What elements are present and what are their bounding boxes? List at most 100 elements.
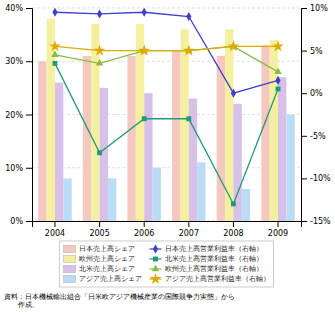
grid-line (32, 167, 301, 168)
marker (183, 44, 195, 55)
tick: 10% (301, 4, 328, 13)
tick-mark (233, 221, 234, 227)
legend-item: アジア売上高シェア (64, 275, 142, 283)
tick-mark (99, 221, 100, 227)
footnote-line: 作成。 (4, 301, 39, 309)
tick-label: -5% (310, 132, 326, 141)
legend-item: 欧州売上高営業利益率（右軸） (150, 265, 263, 274)
legend-swatch (64, 276, 76, 283)
chart-svg: 資料：日本機械輸出組合「日米欧アジア機械産業の国際競争力実態」から 作成。 日本売… (0, 0, 335, 312)
tick-label: 2004 (45, 229, 65, 238)
bar (172, 51, 180, 221)
legend: 日本売上高シェア欧州売上高シェア北米売上高シェアアジア売上高シェア 日本売上高営業… (60, 241, 274, 287)
grid (32, 8, 301, 221)
y-axis: 0%10%20%30%40% (5, 4, 32, 226)
marker (51, 51, 58, 57)
y2-axis: -15% -10% -5% 0% 5% 10% (301, 4, 331, 226)
tick-mark (26, 61, 32, 62)
bar (180, 29, 188, 221)
tick-label: 20% (5, 111, 23, 120)
legend-label: 日本売上高営業利益率（右軸） (165, 245, 263, 253)
bar (286, 115, 294, 222)
marker (275, 76, 280, 85)
tick-mark (301, 136, 307, 137)
bar (38, 61, 46, 221)
bar (144, 93, 152, 221)
legend-marker (150, 273, 162, 284)
bar (63, 178, 71, 221)
tick-mark (301, 221, 307, 222)
tick: 2006 (134, 221, 154, 238)
line-series (52, 8, 280, 98)
tick: 20% (5, 111, 32, 120)
tick-mark (301, 51, 307, 52)
line (55, 46, 278, 72)
marker (53, 61, 58, 66)
legend-marker (153, 257, 158, 262)
tick-label: 2006 (134, 229, 154, 238)
tick-label: 2009 (268, 229, 288, 238)
legend-label: 欧州売上高営業利益率（右軸） (165, 265, 263, 273)
marker (138, 44, 150, 55)
tick: -10% (301, 174, 331, 183)
tick-mark (144, 221, 145, 227)
legend-swatch (64, 266, 76, 273)
legend-label: 欧州売上高シェア (79, 255, 135, 263)
tick-mark (26, 221, 32, 222)
footnote-line: 資料：日本機械輸出組合「日米欧アジア機械産業の国際競争力実態」から (4, 293, 235, 301)
tick: -15% (301, 217, 331, 226)
tick-mark (54, 221, 55, 227)
marker (276, 86, 281, 91)
legend-item: 日本売上高シェア (64, 245, 135, 253)
bar (108, 178, 116, 221)
marker (94, 44, 106, 55)
tick: 0% (301, 89, 323, 98)
legend-label: 北米売上高シェア (79, 265, 135, 273)
marker (142, 8, 147, 17)
tick-label: 0% (310, 89, 323, 98)
marker (231, 89, 236, 98)
tick-mark (188, 221, 189, 227)
bar-series (47, 19, 278, 221)
footnote: 資料：日本機械輸出組合「日米欧アジア機械産業の国際競争力実態」から 作成。 (4, 293, 235, 309)
line (55, 12, 278, 93)
line-series (51, 42, 281, 74)
bar (261, 45, 269, 221)
tick-label: 2005 (89, 229, 109, 238)
legend-label: アジア売上高営業利益率（右軸） (165, 275, 270, 283)
legend-label: アジア売上高シェア (79, 275, 142, 283)
tick: 2007 (179, 221, 199, 238)
marker (97, 150, 102, 155)
x-axis: 200420052006200720082009 (33, 221, 302, 238)
tick-mark (301, 8, 307, 9)
tick-label: 40% (5, 4, 23, 13)
bar (197, 162, 205, 221)
marker (274, 68, 281, 74)
tick-mark (26, 168, 32, 169)
marker (97, 9, 102, 18)
marker (52, 8, 57, 17)
legend-swatch (64, 246, 76, 253)
marker (186, 116, 191, 121)
line-series (53, 61, 281, 206)
chart-container: 資料：日本機械輸出組合「日米欧アジア機械産業の国際競争力実態」から 作成。 日本売… (0, 0, 335, 312)
legend-item: 北米売上高シェア (64, 265, 135, 273)
bar (225, 29, 233, 221)
grid-line (32, 114, 301, 115)
line (55, 46, 278, 50)
legend-label: 北米売上高営業利益率（右軸） (165, 255, 263, 263)
tick: -5% (301, 132, 326, 141)
bar (278, 77, 286, 221)
legend-item: 欧州売上高シェア (64, 255, 135, 263)
bar (83, 56, 91, 221)
bar (217, 56, 225, 221)
tick-mark (301, 178, 307, 179)
legend-item: 北米売上高営業利益率（右軸） (150, 255, 263, 263)
legend-item: アジア売上高営業利益率（右軸） (150, 273, 270, 284)
y-axis-line (26, 9, 33, 222)
tick-label: 0% (10, 217, 23, 226)
tick-label: 5% (310, 47, 323, 56)
tick: 2009 (268, 221, 288, 238)
bar (242, 189, 250, 221)
legend-marker (153, 244, 158, 253)
